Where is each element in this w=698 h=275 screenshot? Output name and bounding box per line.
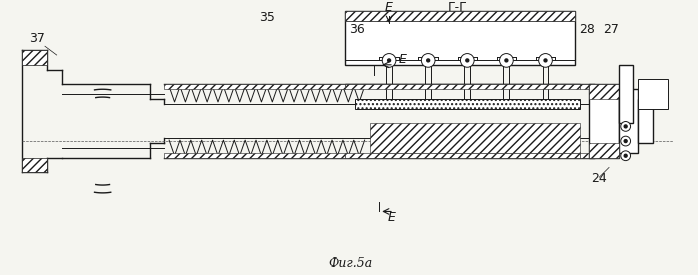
Bar — [22, 158, 47, 172]
Text: E: E — [385, 1, 393, 14]
Text: 27: 27 — [603, 23, 619, 35]
Bar — [580, 84, 614, 89]
Circle shape — [624, 140, 627, 142]
Text: 35: 35 — [259, 11, 275, 24]
Bar — [580, 153, 614, 158]
Circle shape — [383, 54, 396, 67]
Text: 37: 37 — [29, 32, 45, 45]
Bar — [345, 84, 580, 89]
Circle shape — [539, 54, 552, 67]
Circle shape — [621, 122, 630, 131]
Bar — [619, 89, 639, 153]
Circle shape — [624, 125, 627, 128]
Circle shape — [422, 54, 435, 67]
Bar — [369, 123, 580, 153]
Text: E: E — [399, 53, 407, 66]
Bar — [639, 79, 668, 109]
Circle shape — [387, 59, 391, 62]
Circle shape — [621, 136, 630, 146]
Text: 36: 36 — [349, 23, 364, 35]
Text: Г-Г: Г-Г — [447, 1, 468, 14]
Text: Фиг.5а: Фиг.5а — [328, 257, 372, 270]
Circle shape — [621, 151, 630, 161]
Bar — [355, 99, 580, 109]
Bar — [590, 143, 619, 158]
Circle shape — [505, 59, 508, 62]
Bar — [22, 50, 47, 65]
Circle shape — [461, 54, 474, 67]
Bar — [345, 11, 575, 21]
Bar — [345, 11, 575, 65]
Circle shape — [544, 59, 547, 62]
Bar — [590, 84, 619, 158]
Bar — [590, 84, 619, 99]
Bar — [345, 153, 580, 158]
Bar — [164, 84, 345, 89]
Bar — [639, 99, 653, 143]
Circle shape — [624, 154, 627, 157]
Bar — [619, 65, 634, 123]
Text: 24: 24 — [591, 172, 607, 185]
Circle shape — [426, 59, 430, 62]
Bar — [164, 153, 345, 158]
Text: E: E — [388, 211, 396, 224]
Text: 28: 28 — [579, 23, 595, 35]
Circle shape — [500, 54, 513, 67]
Circle shape — [466, 59, 469, 62]
